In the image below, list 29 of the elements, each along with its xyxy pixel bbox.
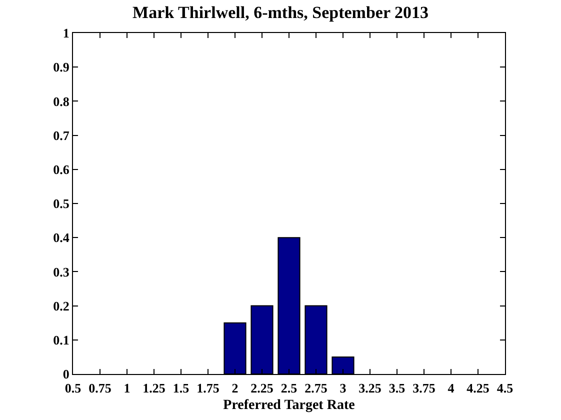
y-tick-label: 0.4 bbox=[53, 230, 70, 246]
x-tick-label: 1.25 bbox=[142, 380, 166, 396]
y-tick-label: 0.8 bbox=[53, 94, 70, 109]
x-tick-label: 1.75 bbox=[196, 380, 220, 396]
x-tick-label: 3 bbox=[340, 380, 347, 396]
y-tick-label: 0 bbox=[62, 366, 70, 382]
y-tick-label: 0.7 bbox=[53, 128, 70, 143]
x-tick-label: 3.5 bbox=[388, 380, 406, 396]
y-tick-label: 0.3 bbox=[53, 264, 70, 280]
x-tick-label: 2.25 bbox=[250, 380, 274, 396]
x-tick-label: 2 bbox=[232, 380, 238, 396]
y-tick-label: 0.1 bbox=[53, 332, 70, 348]
x-tick-label: 3.75 bbox=[412, 380, 436, 396]
chart-title: Mark Thirlwell, 6-mths, September 2013 bbox=[132, 3, 428, 22]
x-tick-label: 2.75 bbox=[304, 380, 328, 396]
x-tick-label: 4 bbox=[448, 380, 455, 396]
x-tick-label: 4.5 bbox=[496, 380, 514, 396]
y-tick-label: 0.9 bbox=[53, 60, 70, 75]
x-tick-label: 1 bbox=[124, 380, 130, 396]
x-tick-label: 2.5 bbox=[280, 380, 298, 396]
x-tick-label: 3.25 bbox=[358, 380, 382, 396]
y-tick-label: 1 bbox=[62, 26, 70, 41]
y-tick-label: 0.6 bbox=[53, 162, 70, 177]
y-tick-label: 0.2 bbox=[53, 298, 70, 314]
x-tick-label: 0.75 bbox=[88, 380, 112, 396]
y-tick-label: 0.5 bbox=[53, 196, 70, 212]
x-tick-label: 1.5 bbox=[172, 380, 190, 396]
x-axis-title: Preferred Target Rate bbox=[223, 398, 355, 413]
x-tick-label: 4.25 bbox=[466, 380, 490, 396]
